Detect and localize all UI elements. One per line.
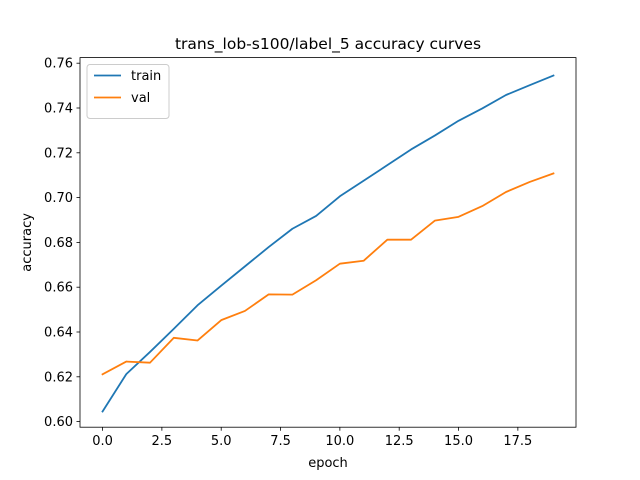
plot-area xyxy=(80,57,576,428)
x-tick-label: 12.5 xyxy=(385,434,414,449)
x-tick-label: 7.5 xyxy=(270,434,291,449)
y-axis-label: accuracy xyxy=(20,213,35,272)
y-tick-label: 0.74 xyxy=(44,102,73,117)
y-tick-label: 0.62 xyxy=(44,370,73,385)
y-tick-label: 0.64 xyxy=(44,326,73,341)
y-tick-label: 0.72 xyxy=(44,146,73,161)
y-tick-label: 0.68 xyxy=(44,236,73,251)
y-tick-label: 0.76 xyxy=(44,57,73,72)
legend-label-train: train xyxy=(131,69,161,84)
y-tick-label: 0.66 xyxy=(44,281,73,296)
series-line-train xyxy=(101,74,555,413)
chart-title: trans_lob-s100/label_5 accuracy curves xyxy=(175,35,481,54)
series-line-val xyxy=(101,172,555,376)
legend-label-val: val xyxy=(131,91,150,106)
x-tick-label: 0.0 xyxy=(92,434,113,449)
y-tick-label: 0.60 xyxy=(44,415,73,430)
x-tick-label: 2.5 xyxy=(152,434,173,449)
y-tick-label: 0.70 xyxy=(44,191,73,206)
x-tick-label: 17.5 xyxy=(503,434,532,449)
data-layer xyxy=(101,74,555,413)
x-tick-label: 10.0 xyxy=(325,434,354,449)
legend: train val xyxy=(86,64,170,119)
x-axis-label: epoch xyxy=(308,456,348,471)
x-tick-label: 5.0 xyxy=(211,434,232,449)
axes-layer: 0.0 2.5 5.0 7.5 10.0 12.5 15.0 17.5 0.60 0.62 0.64… xyxy=(44,57,577,449)
x-tick-label: 15.0 xyxy=(444,434,473,449)
legend-box xyxy=(86,64,170,119)
